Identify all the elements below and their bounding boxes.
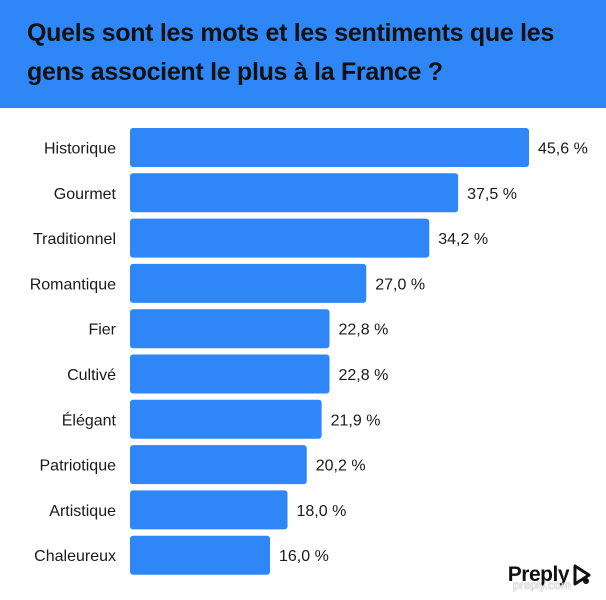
category-label: Cultivé bbox=[67, 367, 116, 384]
category-label: Chaleureux bbox=[34, 548, 116, 565]
value-label: 21,9 % bbox=[331, 412, 381, 429]
value-label: 22,8 % bbox=[339, 367, 389, 384]
header-banner: Quels sont les mots et les sentiments qu… bbox=[0, 0, 606, 108]
category-label: Gourmet bbox=[54, 186, 117, 203]
watermark: preply.com bbox=[513, 578, 571, 592]
category-label: Fier bbox=[88, 322, 116, 339]
category-label: Traditionnel bbox=[33, 231, 116, 248]
bar-4 bbox=[130, 263, 367, 303]
value-label: 22,8 % bbox=[339, 322, 389, 339]
value-label: 45,6 % bbox=[538, 141, 588, 158]
value-label: 34,2 % bbox=[438, 231, 488, 248]
bar-1 bbox=[130, 128, 529, 167]
value-label: 18,0 % bbox=[297, 503, 347, 520]
bar-chart: Historique 45,6 % Gourmet 37,5 % Traditionne… bbox=[30, 128, 588, 575]
bar-5 bbox=[130, 309, 330, 349]
value-label: 37,5 % bbox=[467, 186, 517, 203]
value-label: 16,0 % bbox=[279, 548, 329, 565]
value-label: 20,2 % bbox=[316, 458, 366, 475]
category-label: Patriotique bbox=[40, 458, 117, 475]
value-label: 27,0 % bbox=[375, 276, 425, 293]
bar-6 bbox=[130, 354, 330, 394]
bar-2 bbox=[130, 173, 459, 213]
bar-7 bbox=[130, 399, 322, 439]
brand-logo: Preply bbox=[508, 560, 594, 590]
bar-10 bbox=[130, 535, 270, 575]
category-label: Historique bbox=[44, 141, 116, 158]
bar-8 bbox=[130, 445, 307, 485]
bar-9 bbox=[130, 490, 288, 530]
category-label: Romantique bbox=[30, 276, 116, 293]
chart-title: Quels sont les mots et les sentiments qu… bbox=[27, 19, 554, 86]
logo-text: Preply bbox=[507, 563, 570, 586]
category-label: Artistique bbox=[49, 503, 116, 520]
category-label: Élégant bbox=[62, 410, 117, 429]
preply-logo-icon bbox=[573, 564, 591, 586]
bar-3 bbox=[130, 218, 430, 258]
